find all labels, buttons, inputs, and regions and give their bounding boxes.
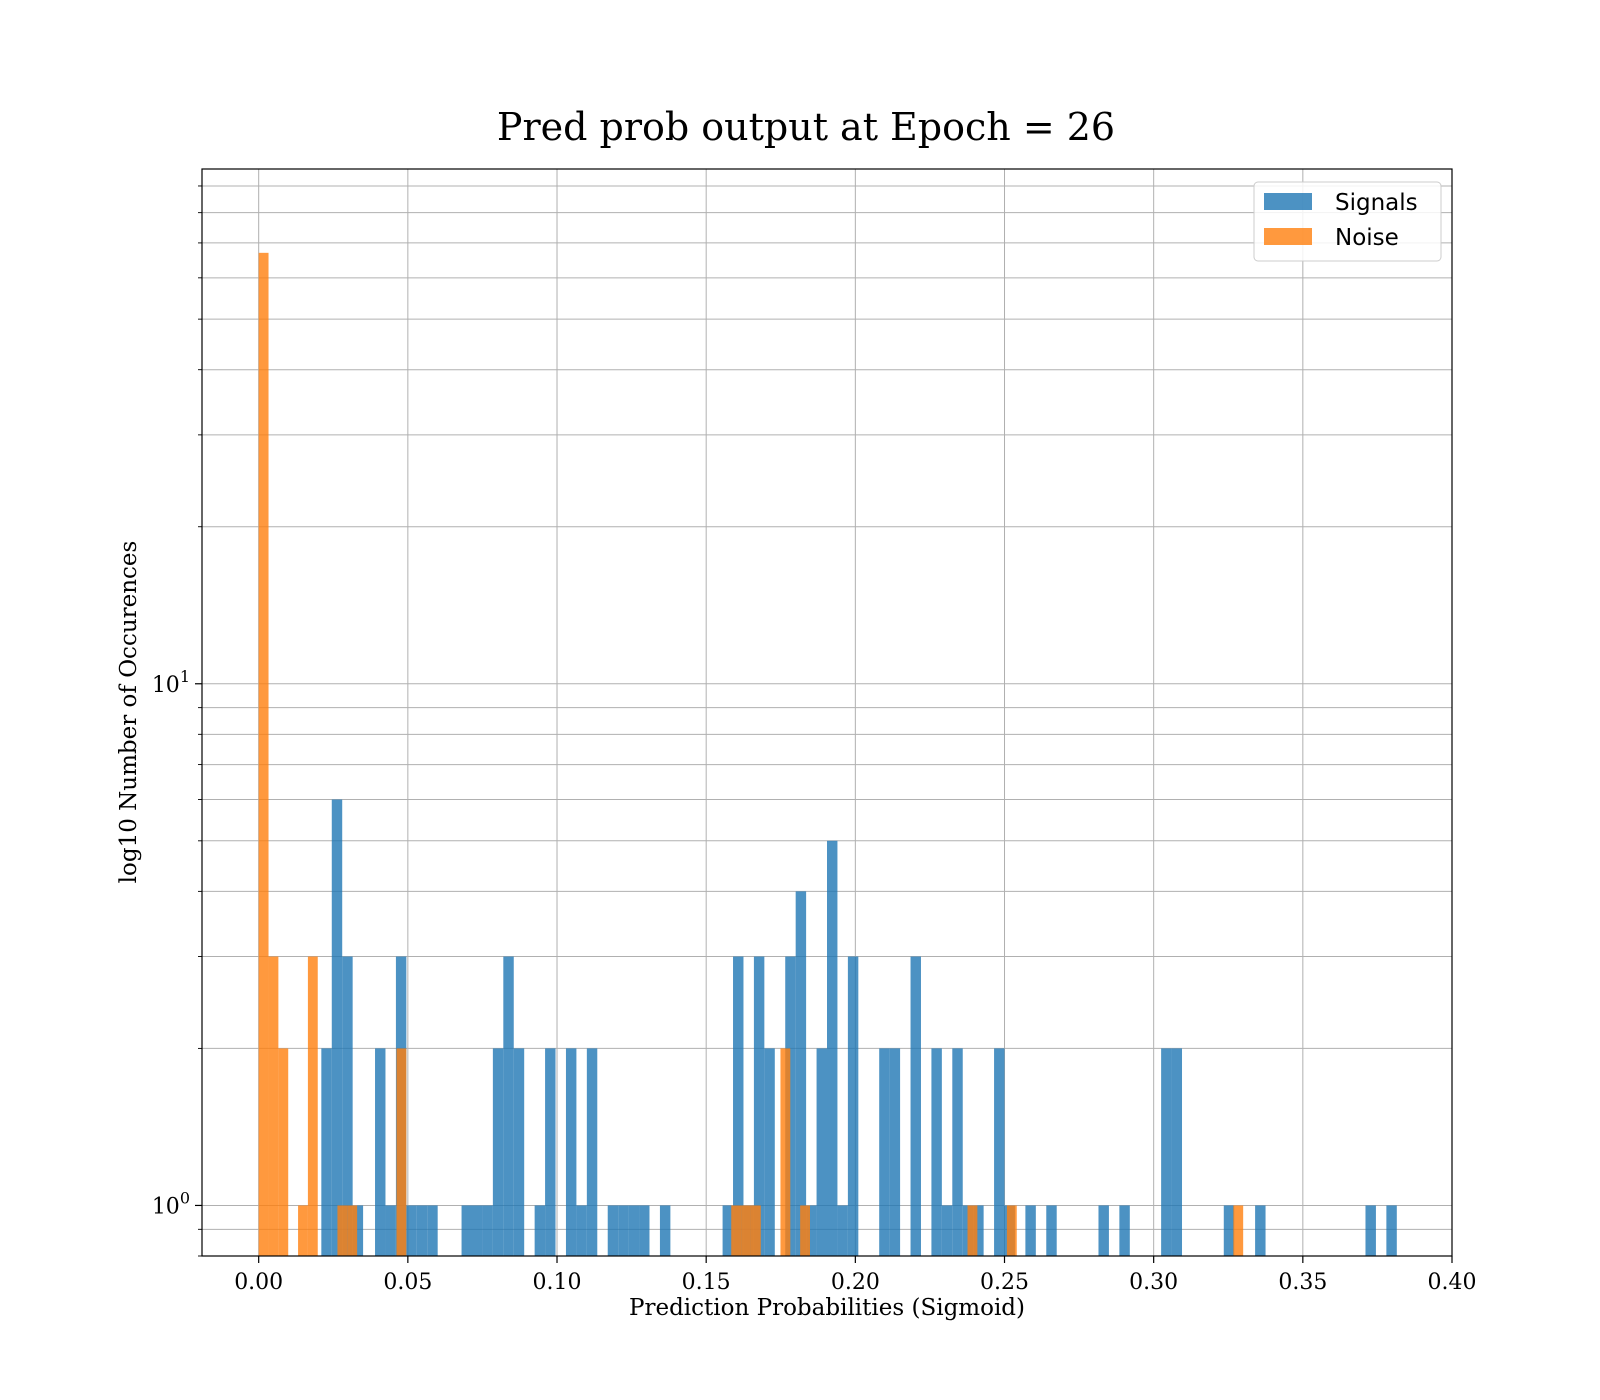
noise-bar-2 [278,1048,289,1256]
noise-bar-8 [731,1205,742,1256]
signals-bar-38 [879,1048,890,1256]
signals-bar-40 [910,956,921,1256]
signals-bar-26 [722,1205,734,1256]
signals-bar-16 [534,1205,546,1256]
signals-bar-21 [607,1205,619,1256]
signals-bar-5 [385,1205,396,1256]
signals-bar-10 [461,1205,472,1256]
axis-ticks: 0.00 0.05 0.10 0.15 0.20 0.25 0.30 0.35 0.40 100 1… [152,185,1477,1295]
signals-bar-8 [416,1205,428,1256]
signals-bar-36 [837,1205,848,1256]
noise-bar-1 [268,956,279,1256]
signals-bar-29 [753,956,765,1256]
noise-bar-4 [307,956,318,1256]
noise-bar-0 [258,252,269,1257]
signals-bar-9 [427,1205,438,1256]
noise-bar-13 [967,1205,978,1256]
noise-bar-5 [337,1205,348,1256]
signals-bar-56 [1365,1205,1376,1256]
signals-bar-1 [331,799,343,1256]
noise-bar-7 [396,1048,407,1256]
legend-swatch-signals [1264,193,1312,210]
signals-bar-27 [733,956,744,1256]
y-tick-label-0: 100 [152,1188,190,1219]
signals-bar-4 [375,1048,386,1256]
noise-bar-11 [780,1048,791,1256]
signals-bar-25 [659,1205,671,1256]
signals-bar-50 [1098,1205,1109,1256]
noise-bar-6 [347,1205,358,1256]
signals-bar-45 [973,1205,984,1256]
signals-bar-22 [618,1205,629,1256]
signals-bar-52 [1161,1048,1172,1256]
legend-label-noise: Noise [1335,225,1399,251]
signals-bar-41 [931,1048,942,1256]
signals-bar-31 [785,956,796,1256]
signals-bar-12 [482,1205,493,1256]
x-tick-label-3: 0.15 [682,1270,731,1295]
chart-title: Pred prob output at Epoch = 26 [497,105,1115,149]
noise-bar-14 [1006,1205,1017,1256]
signals-bar-18 [565,1048,577,1256]
signals-bar-34 [816,1048,827,1256]
noise-bar-9 [741,1205,751,1256]
signals-bar-33 [806,1205,817,1256]
legend: Signals Noise [1253,181,1442,262]
signals-bar-49 [1046,1205,1057,1256]
legend-label-signals: Signals [1335,190,1418,216]
plot-frame [201,168,1453,1257]
signals-bar-3 [352,1205,364,1256]
x-tick-label-8: 0.40 [1428,1270,1477,1295]
signals-bar-19 [576,1205,587,1256]
signals-bar-48 [1025,1205,1036,1256]
x-tick-label-2: 0.10 [533,1270,582,1295]
x-tick-label-4: 0.20 [831,1270,880,1295]
signals-bar-51 [1119,1205,1130,1256]
signals-bar-54 [1223,1205,1235,1256]
noise-bar-15 [1233,1205,1244,1256]
x-tick-label-5: 0.25 [980,1270,1029,1295]
x-tick-label-0: 0.00 [234,1270,283,1295]
noise-bar-12 [800,1205,810,1256]
signals-bar-17 [545,1048,556,1256]
signals-bar-11 [471,1205,483,1256]
y-tick-label-1: 101 [152,667,190,698]
signals-bar-24 [639,1205,650,1256]
noise-bar-3 [298,1205,308,1256]
signals-bar-37 [847,956,859,1256]
signals-bar-23 [628,1205,640,1256]
signals-bar-2 [342,956,353,1256]
signals-bar-20 [586,1048,598,1256]
signals-bar-14 [503,956,514,1256]
signals-bar-7 [406,1205,417,1256]
signals-bar-55 [1255,1205,1266,1256]
noise-bar-10 [750,1205,761,1256]
signals-bar-0 [321,1048,332,1256]
signals-bar-32 [795,891,807,1256]
signals-bar-43 [952,1048,963,1256]
bars [258,252,1397,1257]
signals-bar-39 [889,1048,901,1256]
x-tick-label-6: 0.30 [1129,1270,1178,1295]
x-tick-label-1: 0.05 [383,1270,432,1295]
legend-swatch-noise [1264,228,1312,245]
signals-bar-35 [827,840,838,1256]
signals-bar-42 [941,1205,953,1256]
x-tick-label-7: 0.35 [1278,1270,1327,1295]
signals-bar-15 [513,1048,525,1256]
y-axis-label: log10 Number of Occurences [116,541,142,884]
signals-bar-53 [1171,1048,1183,1256]
signals-bar-57 [1386,1205,1397,1256]
x-axis-label: Prediction Probabilities (Sigmoid) [629,1295,1025,1321]
signals-bar-30 [764,1048,775,1256]
signals-bar-46 [994,1048,1005,1256]
signals-bar-13 [492,1048,504,1256]
